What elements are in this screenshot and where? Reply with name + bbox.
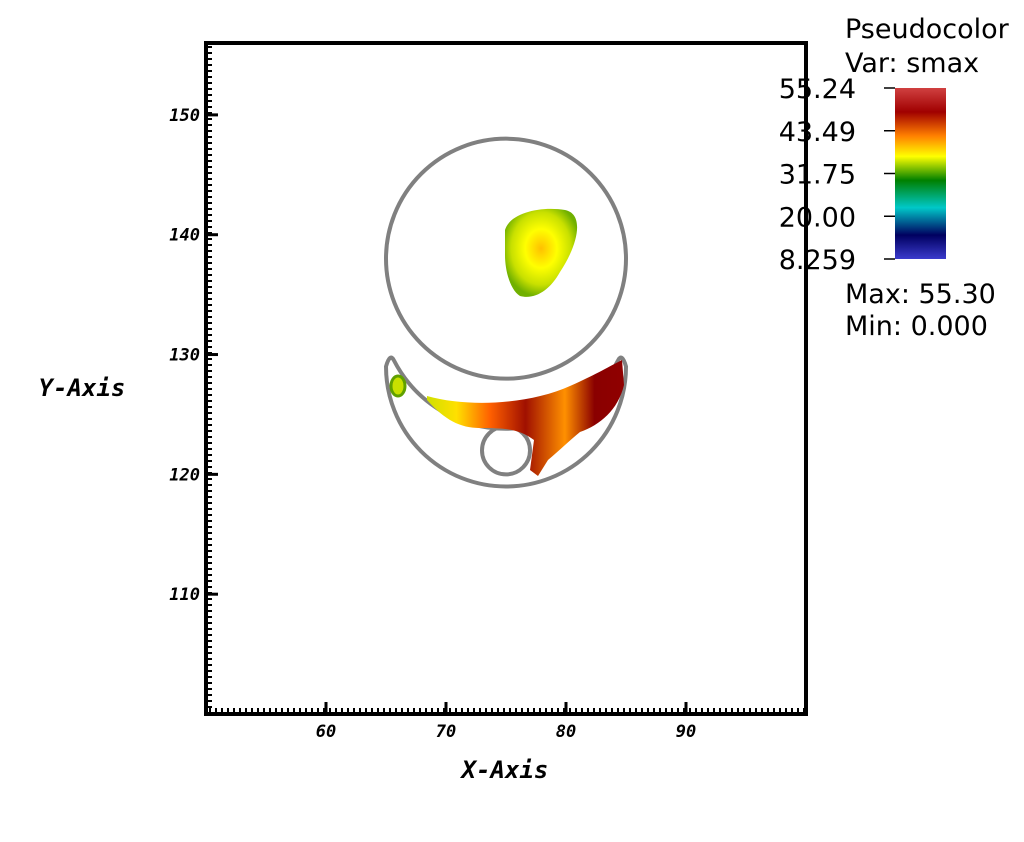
left-patch-region <box>389 374 407 398</box>
x-tick-label: 90 <box>676 722 696 742</box>
y-tick-label: 150 <box>169 106 200 126</box>
color-bar-tick-label: 55.24 <box>779 74 856 105</box>
x-tick-label: 60 <box>316 722 336 742</box>
color-bar-tick-label: 31.75 <box>779 160 856 191</box>
colored-regions <box>389 208 624 476</box>
legend: Pseudocolor Var: smax 55.24 43.49 31.75 20.… <box>779 14 1010 342</box>
legend-max-label: Max: 55.30 <box>845 279 996 310</box>
y-tick-label: 140 <box>169 226 200 246</box>
upper-circle-outline <box>384 136 628 381</box>
y-tick-label: 120 <box>169 465 200 485</box>
legend-title: Pseudocolor <box>845 14 1010 45</box>
crescent-outline <box>383 355 629 489</box>
plot-frame <box>204 41 808 716</box>
frame-ticks <box>206 46 805 714</box>
color-bar <box>895 88 946 259</box>
mesh-outlines <box>383 136 629 489</box>
x-axis-title: X-Axis <box>460 756 549 784</box>
color-bar-tick-label: 20.00 <box>779 202 856 233</box>
legend-var-label: Var: smax <box>845 48 979 79</box>
x-tick-labels: 60 70 80 90 <box>316 722 696 742</box>
small-circle-outline <box>480 424 532 477</box>
y-axis-title: Y-Axis <box>39 374 126 402</box>
upper-blob-region <box>505 208 578 297</box>
y-tick-labels: 110 120 130 140 150 <box>169 106 200 605</box>
x-tick-label: 80 <box>556 722 576 742</box>
y-tick-label: 130 <box>169 346 200 366</box>
color-bar-ticks: 55.24 43.49 31.75 20.00 8.259 <box>779 74 895 276</box>
color-bar-tick-label: 43.49 <box>779 117 856 148</box>
x-tick-label: 70 <box>436 722 456 742</box>
crescent-band-region <box>427 360 624 476</box>
y-tick-label: 110 <box>169 585 200 605</box>
legend-min-label: Min: 0.000 <box>845 311 988 342</box>
color-bar-tick-label: 8.259 <box>779 245 856 276</box>
